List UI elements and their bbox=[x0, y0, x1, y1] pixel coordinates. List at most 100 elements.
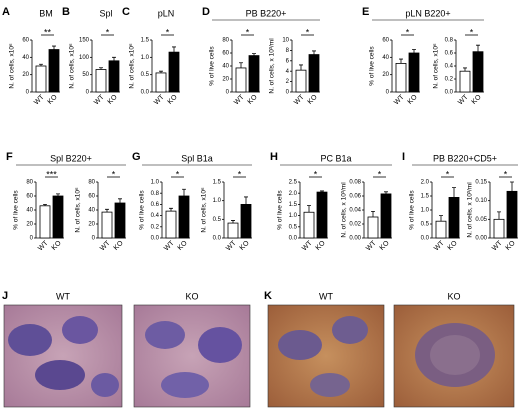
y-tick-label: 0.4 bbox=[151, 213, 160, 219]
y-tick-label: 100 bbox=[79, 55, 90, 61]
x-tick-label: KO bbox=[247, 93, 259, 105]
y-tick-label: 80 bbox=[26, 180, 33, 186]
error-bar bbox=[99, 67, 103, 70]
image-label: KO bbox=[185, 291, 198, 301]
y-tick-label: 0.8 bbox=[151, 191, 160, 197]
significance-label: *** bbox=[46, 169, 57, 179]
bar bbox=[178, 195, 190, 239]
y-tick-label: 8 bbox=[286, 48, 290, 54]
y-axis-label: N. of cells, x 10³/ml bbox=[467, 182, 474, 238]
micrograph-k-ko bbox=[393, 304, 515, 408]
panel-title: BM bbox=[39, 8, 53, 18]
y-axis-label: N. of cells, x10⁶ bbox=[75, 187, 82, 233]
bar bbox=[52, 195, 64, 239]
error-bar bbox=[439, 215, 443, 222]
significance-label: * bbox=[378, 169, 382, 179]
y-tick-label: 50 bbox=[82, 72, 89, 78]
y-tick-label: 0.5 bbox=[421, 222, 430, 228]
bar bbox=[472, 51, 484, 93]
significance-label: ** bbox=[44, 27, 52, 37]
y-tick-label: 20 bbox=[22, 72, 29, 78]
error-bar bbox=[105, 208, 109, 213]
y-tick-label: 60 bbox=[382, 38, 389, 44]
y-tick-label: 1.0 bbox=[151, 180, 160, 186]
y-axis-label: N. of cells, x10⁶ bbox=[69, 43, 76, 89]
y-axis-label: N. of cells, x10⁶ bbox=[9, 43, 16, 89]
y-tick-label: 1.5 bbox=[213, 180, 222, 186]
y-tick-label: 2.0 bbox=[421, 180, 430, 186]
panel-letter: E bbox=[362, 6, 369, 18]
error-bar bbox=[172, 46, 176, 53]
x-tick-label: KO bbox=[107, 93, 119, 105]
error-bar bbox=[452, 187, 456, 198]
y-tick-label: 0.10 bbox=[475, 198, 487, 204]
x-tick-label: WT bbox=[99, 239, 112, 252]
panel-title: Spl B1a bbox=[181, 153, 213, 163]
y-axis-label: % of live cells bbox=[13, 190, 20, 230]
y-axis-label: % of live cells bbox=[369, 46, 376, 86]
bar bbox=[227, 222, 239, 239]
error-bar bbox=[112, 56, 116, 61]
y-tick-label: 6 bbox=[286, 58, 290, 64]
error-bar bbox=[39, 63, 43, 66]
y-tick-label: 40 bbox=[382, 55, 389, 61]
error-bar bbox=[497, 211, 501, 220]
error-bar bbox=[476, 44, 480, 52]
y-tick-label: 20 bbox=[222, 77, 229, 83]
bar bbox=[39, 205, 51, 239]
error-bar bbox=[43, 204, 47, 206]
y-tick-label: 0.0 bbox=[151, 236, 160, 242]
bar bbox=[493, 218, 505, 239]
x-tick-label: KO bbox=[315, 239, 327, 251]
y-tick-label: 1.0 bbox=[213, 198, 222, 204]
y-tick-label: 0.00 bbox=[475, 236, 487, 242]
x-tick-label: WT bbox=[491, 239, 504, 252]
panel-title: PC B1a bbox=[320, 153, 351, 163]
error-bar bbox=[299, 64, 303, 71]
error-bar bbox=[371, 211, 375, 217]
image-label: WT bbox=[56, 291, 70, 301]
y-tick-label: 0.5 bbox=[289, 224, 298, 230]
y-tick-label: 0 bbox=[86, 90, 90, 96]
panel-title: pLN B220+ bbox=[405, 8, 450, 18]
significance-label: * bbox=[106, 27, 110, 37]
x-tick-label: WT bbox=[153, 93, 166, 106]
panel-letter: J bbox=[2, 290, 8, 302]
error-bar bbox=[510, 181, 514, 192]
y-tick-label: 60 bbox=[88, 194, 95, 200]
y-tick-label: 0.4 bbox=[445, 64, 454, 70]
bar bbox=[108, 60, 120, 93]
x-tick-label: WT bbox=[301, 239, 314, 252]
y-tick-label: 1.0 bbox=[289, 213, 298, 219]
y-tick-label: 10 bbox=[282, 38, 289, 44]
panel-letter: G bbox=[132, 151, 141, 163]
y-tick-label: 0.06 bbox=[349, 194, 361, 200]
y-tick-label: 0.08 bbox=[349, 180, 361, 186]
y-axis-label: % of live cells bbox=[409, 190, 416, 230]
y-tick-label: 0.05 bbox=[475, 217, 487, 223]
x-tick-label: KO bbox=[47, 93, 59, 105]
error-bar bbox=[320, 190, 324, 193]
panel-letter: B bbox=[62, 6, 70, 18]
y-tick-label: 0.02 bbox=[349, 222, 361, 228]
y-tick-label: 0.0 bbox=[445, 90, 454, 96]
y-tick-label: 0.0 bbox=[141, 90, 150, 96]
bar bbox=[408, 52, 420, 93]
y-tick-label: 60 bbox=[222, 51, 229, 57]
bar bbox=[240, 203, 252, 239]
significance-label: * bbox=[246, 27, 250, 37]
y-axis-label: % of live cells bbox=[209, 46, 216, 86]
x-tick-label: WT bbox=[33, 93, 46, 106]
error-bar bbox=[56, 193, 60, 196]
x-tick-label: WT bbox=[233, 93, 246, 106]
bar bbox=[114, 202, 126, 239]
panel-title: PB B220+ bbox=[246, 8, 287, 18]
bar bbox=[380, 193, 392, 239]
x-tick-label: KO bbox=[447, 239, 459, 251]
error-bar bbox=[169, 207, 173, 212]
y-tick-label: 80 bbox=[88, 180, 95, 186]
bar bbox=[506, 190, 518, 239]
y-tick-label: 0 bbox=[226, 90, 230, 96]
significance-label: * bbox=[470, 27, 474, 37]
